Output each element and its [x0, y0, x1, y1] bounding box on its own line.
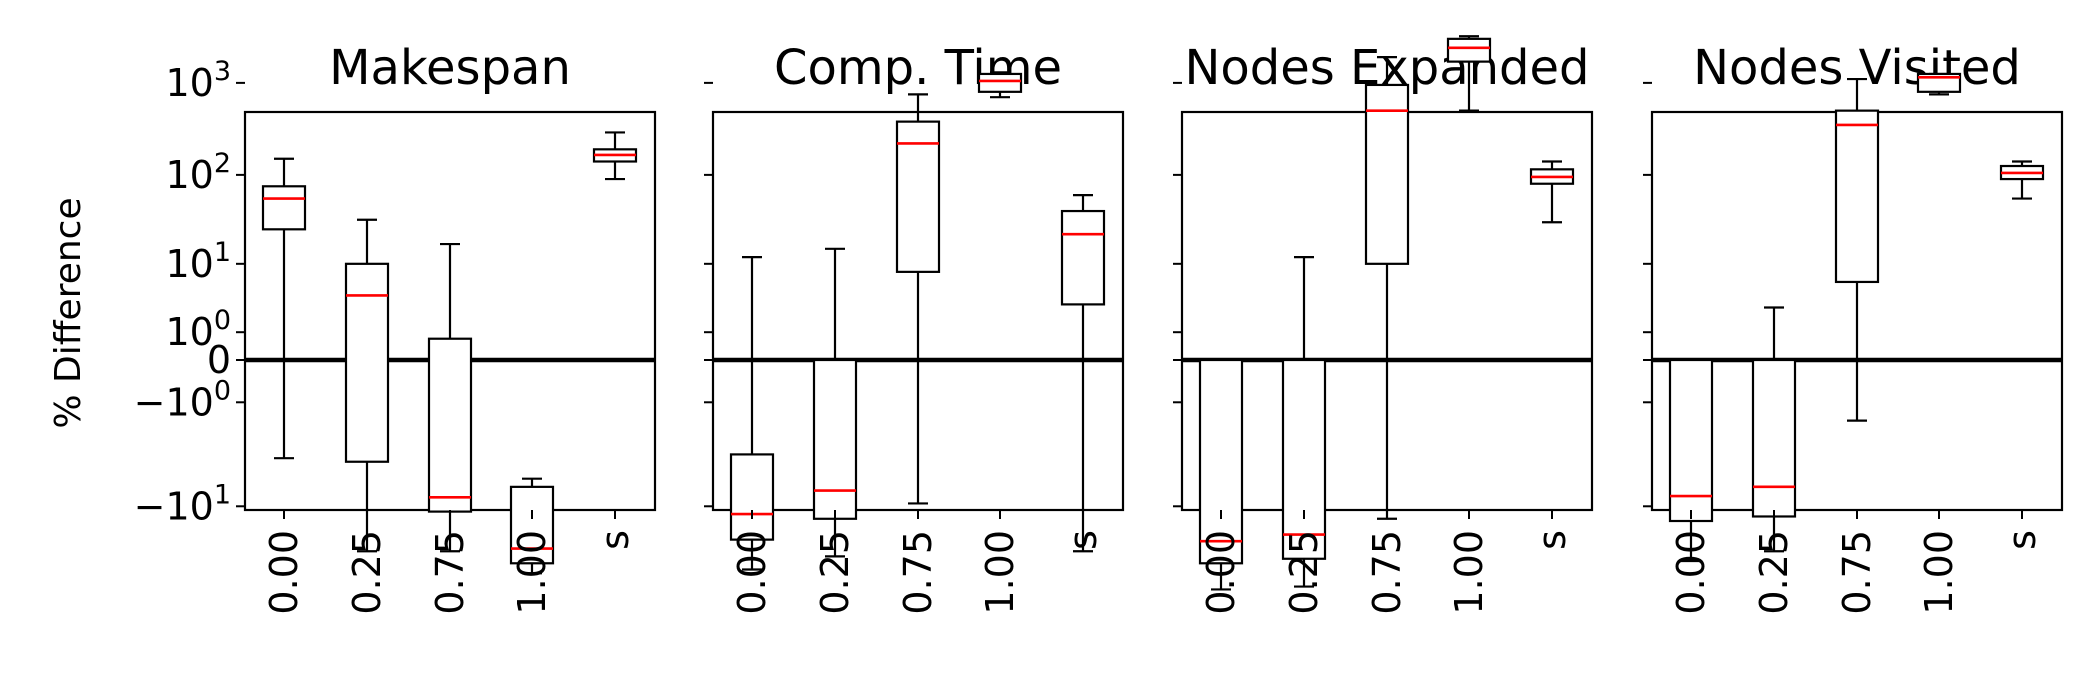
x-tick-label: s — [1530, 530, 1574, 550]
box — [1060, 209, 1106, 306]
x-tick-label: 0.75 — [1835, 530, 1879, 615]
y-axis-label: % Difference — [48, 197, 89, 428]
y-tick-label: −100 — [134, 375, 231, 424]
x-tick-label: 1.00 — [1917, 530, 1961, 615]
x-tick-label: 0.25 — [1752, 530, 1796, 615]
x-tick-label: 0.00 — [730, 530, 774, 615]
box — [1446, 37, 1492, 63]
x-tick-label: s — [593, 530, 637, 550]
x-tick-label: 1.00 — [1447, 530, 1491, 615]
box — [1668, 358, 1714, 523]
box — [1281, 358, 1327, 560]
box — [977, 72, 1023, 93]
y-tick-label: 101 — [165, 237, 231, 286]
x-tick-label: 0.00 — [262, 530, 306, 615]
x-tick-label: 0.75 — [1365, 530, 1409, 615]
x-tick-label: 1.00 — [510, 530, 554, 615]
x-tick-label: 0.00 — [1669, 530, 1713, 615]
x-tick-label: 0.00 — [1199, 530, 1243, 615]
y-tick-label: 102 — [165, 148, 231, 197]
y-tick-label: −101 — [134, 479, 231, 528]
box — [509, 485, 555, 565]
x-tick-label: s — [1061, 530, 1105, 550]
x-tick-label: 0.75 — [428, 530, 472, 615]
y-tick-label: 100 — [165, 305, 231, 354]
box — [1364, 83, 1410, 265]
panel-title: Makespan — [329, 40, 571, 96]
box — [344, 262, 390, 463]
x-tick-label: 0.25 — [813, 530, 857, 615]
box — [812, 358, 858, 520]
box — [729, 453, 775, 541]
box — [261, 185, 307, 231]
x-tick-label: 0.75 — [896, 530, 940, 615]
x-tick-label: s — [2000, 530, 2044, 550]
x-tick-label: 0.25 — [345, 530, 389, 615]
x-tick-label: 0.25 — [1282, 530, 1326, 615]
box — [1751, 358, 1797, 518]
box — [1834, 109, 1880, 284]
box — [427, 337, 473, 513]
box — [895, 120, 941, 273]
x-tick-label: 1.00 — [978, 530, 1022, 615]
y-tick-label: 103 — [165, 56, 231, 105]
y-tick-label: 0 — [207, 338, 231, 382]
box — [1198, 358, 1244, 565]
